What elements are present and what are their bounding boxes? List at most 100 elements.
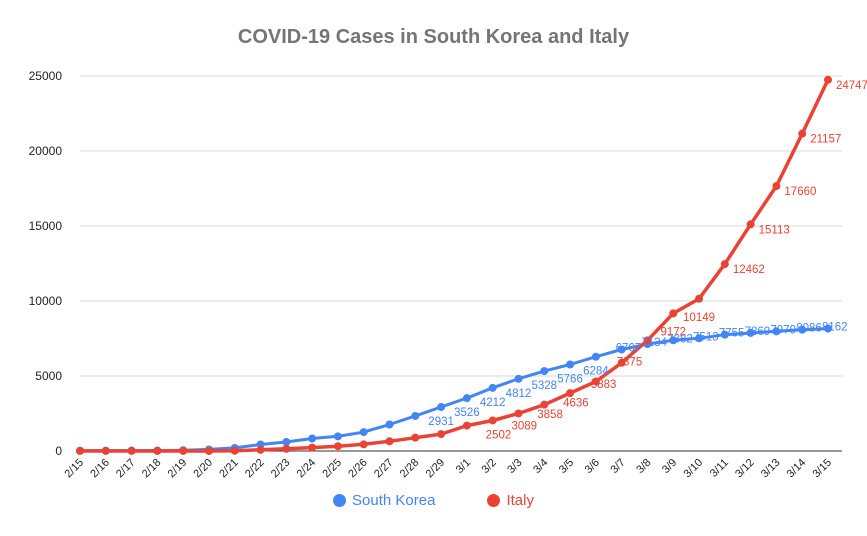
legend-label-italy: Italy <box>506 492 534 509</box>
data-point-italy <box>204 446 213 455</box>
x-tick-label: 3/6 <box>583 457 602 476</box>
data-point-italy <box>462 421 471 430</box>
data-point-italy <box>333 442 342 451</box>
x-tick-label: 3/13 <box>759 457 783 481</box>
data-point-italy <box>772 182 781 191</box>
data-label-italy: 4636 <box>563 397 589 409</box>
data-point-italy <box>385 437 394 446</box>
data-point-italy <box>824 75 832 84</box>
data-point-south-korea <box>540 367 549 376</box>
legend-item-italy[interactable]: Italy <box>487 492 534 509</box>
x-tick-label: 2/18 <box>140 457 164 481</box>
data-label-italy: 15113 <box>759 224 790 236</box>
data-point-italy <box>669 309 678 318</box>
y-tick-label: 5000 <box>35 369 62 383</box>
data-point-italy <box>101 446 110 455</box>
data-label-south-korea: 5328 <box>531 380 557 392</box>
legend-marker-south-korea <box>333 494 347 507</box>
data-label-south-korea: 7513 <box>693 331 719 343</box>
data-point-south-korea <box>566 360 575 369</box>
data-point-south-korea <box>669 336 678 345</box>
x-tick-label: 2/21 <box>217 457 241 481</box>
data-label-italy: 21157 <box>810 134 841 146</box>
y-tick-label: 0 <box>55 444 62 458</box>
data-point-italy <box>153 446 162 455</box>
data-label-italy: 9172 <box>660 326 686 338</box>
data-label-south-korea: 7755 <box>719 328 745 340</box>
data-point-italy <box>514 409 523 418</box>
data-point-south-korea <box>798 325 807 334</box>
data-label-italy: 3858 <box>537 409 563 421</box>
data-label-italy: 17660 <box>784 186 816 198</box>
x-tick-label: 2/24 <box>295 457 319 481</box>
data-label-italy: 5883 <box>591 379 617 391</box>
series-line-south-korea <box>78 327 830 453</box>
legend-label-south-korea: South Korea <box>352 492 436 509</box>
data-point-italy <box>540 400 549 409</box>
x-tick-label: 2/22 <box>243 457 267 481</box>
data-label-italy: 12462 <box>733 264 765 276</box>
x-tick-label: 3/11 <box>708 457 731 480</box>
data-label-south-korea: 6284 <box>583 366 609 378</box>
data-point-south-korea <box>385 420 394 429</box>
data-point-italy <box>411 433 420 442</box>
data-label-italy: 2502 <box>486 429 512 441</box>
legend-item-south-korea[interactable]: South Korea <box>333 492 435 509</box>
x-tick-label: 2/26 <box>346 457 370 481</box>
data-point-south-korea <box>437 403 446 412</box>
x-tick-label: 3/8 <box>634 457 653 476</box>
data-point-south-korea <box>772 327 781 336</box>
data-label-italy: 7375 <box>617 356 643 368</box>
x-tick-label: 3/15 <box>810 457 834 481</box>
data-point-south-korea <box>282 437 291 446</box>
data-label-south-korea: 3526 <box>454 407 480 419</box>
data-point-south-korea <box>824 324 832 333</box>
data-point-italy <box>617 358 626 367</box>
data-label-south-korea: 8086 <box>796 323 822 335</box>
x-tick-label: 3/12 <box>733 457 757 481</box>
data-label-south-korea: 7134 <box>641 337 667 349</box>
x-tick-label: 2/28 <box>398 457 422 481</box>
x-tick-label: 3/14 <box>785 457 809 481</box>
x-tick-label: 2/19 <box>166 457 190 481</box>
data-label-south-korea: 7382 <box>667 333 693 345</box>
x-tick-label: 2/20 <box>191 457 215 481</box>
data-point-italy <box>643 336 652 345</box>
x-tick-label: 3/2 <box>480 457 499 476</box>
data-point-italy <box>720 260 729 269</box>
data-label-south-korea: 4212 <box>480 397 506 409</box>
chart-title: COVID-19 Cases in South Korea and Italy <box>237 26 630 48</box>
data-point-south-korea <box>333 432 342 441</box>
data-point-italy <box>566 389 575 398</box>
data-point-south-korea <box>359 428 368 437</box>
data-point-south-korea <box>720 330 729 339</box>
data-point-south-korea <box>746 328 755 337</box>
data-label-italy: 3089 <box>511 421 537 433</box>
x-tick-label: 3/1 <box>454 457 473 476</box>
data-label-south-korea: 5766 <box>557 374 583 386</box>
data-point-italy <box>798 129 807 138</box>
data-point-italy <box>127 446 136 455</box>
x-tick-label: 3/4 <box>531 457 550 476</box>
x-tick-label: 2/29 <box>424 457 448 481</box>
x-tick-label: 3/9 <box>660 457 679 476</box>
data-label-south-korea: 2931 <box>428 416 454 428</box>
y-tick-label: 25000 <box>29 69 63 83</box>
data-point-south-korea <box>514 374 523 383</box>
x-tick-label: 2/16 <box>88 457 112 481</box>
data-label-south-korea: 6767 <box>616 342 642 354</box>
x-tick-label: 2/25 <box>320 457 344 481</box>
data-point-italy <box>308 443 317 452</box>
data-point-italy <box>230 446 239 455</box>
series-line-italy <box>78 78 830 453</box>
data-point-italy <box>746 220 755 229</box>
data-point-south-korea <box>308 434 317 443</box>
data-point-italy <box>179 446 188 455</box>
x-tick-label: 2/15 <box>62 457 86 481</box>
legend-marker-italy <box>487 494 501 507</box>
data-point-italy <box>282 444 291 453</box>
data-point-italy <box>359 440 368 449</box>
x-tick-label: 3/5 <box>557 457 576 476</box>
data-point-italy <box>488 416 497 425</box>
